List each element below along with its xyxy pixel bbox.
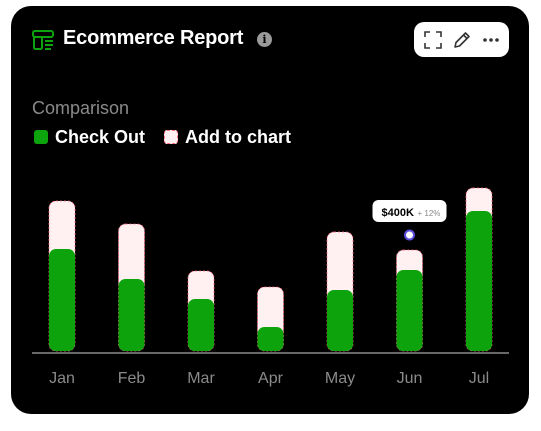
tooltip-box	[372, 200, 447, 222]
more-dots-icon[interactable]	[480, 29, 502, 51]
tooltip-value: $400K	[382, 207, 414, 219]
tooltip-change: + 12%	[418, 209, 441, 218]
info-icon[interactable]: i	[257, 32, 272, 47]
bar-checkout-jun	[396, 270, 423, 351]
legend-swatch-add-to-chart	[164, 130, 178, 144]
card-toolbar	[414, 22, 509, 57]
bar-checkout-may	[327, 290, 353, 351]
bar-checkout-jul	[466, 211, 492, 351]
x-tick-label: Mar	[187, 370, 215, 387]
x-tick-label: Jul	[469, 370, 489, 387]
x-tick-label: Feb	[118, 370, 146, 387]
x-tick-label: Jan	[49, 370, 75, 387]
x-tick-label: May	[325, 370, 355, 387]
bar-checkout-mar	[188, 299, 214, 351]
legend-label-add-to-chart: Add to chart	[185, 127, 291, 147]
expand-icon[interactable]	[422, 29, 444, 51]
store-menu-icon	[32, 30, 54, 50]
pencil-icon[interactable]	[451, 29, 473, 51]
legend-swatch-checkout	[34, 130, 48, 144]
bar-checkout-feb	[118, 279, 145, 351]
bar-chart: Jan Feb Mar Apr May Jun Jul $400K + 12%	[32, 187, 509, 387]
tooltip-marker	[404, 229, 415, 241]
chart-title: Comparison	[32, 98, 130, 118]
card-title: Ecommerce Report	[63, 27, 244, 49]
report-card: Ecommerce Report i Comparison Check Out …	[11, 6, 529, 414]
bar-checkout-jan	[49, 249, 75, 351]
x-tick-label: Jun	[397, 370, 423, 387]
legend-label-checkout: Check Out	[55, 127, 146, 147]
x-tick-label: Apr	[258, 370, 284, 387]
bar-checkout-apr	[257, 327, 284, 351]
